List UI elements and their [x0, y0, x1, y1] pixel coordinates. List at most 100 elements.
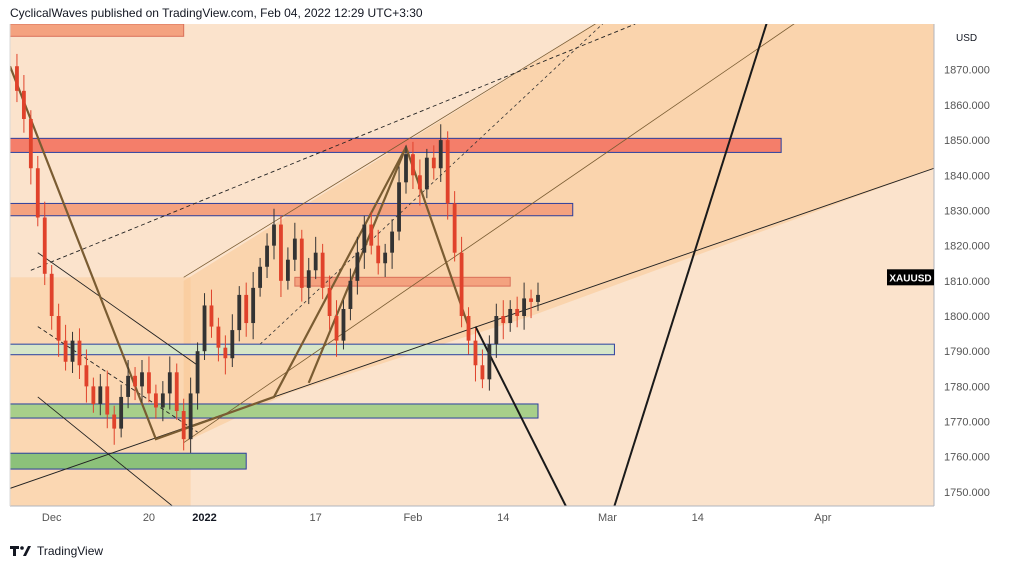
candle-body[interactable]	[320, 252, 325, 288]
candle-body[interactable]	[105, 386, 110, 415]
candle-body[interactable]	[529, 298, 533, 302]
candle-body[interactable]	[376, 245, 381, 264]
candle-body[interactable]	[272, 224, 276, 246]
channel-lower-line[interactable]	[183, 24, 830, 444]
chart-svg[interactable]: USD 1870.000 1860.000 1850.000 1840.000 1830.…	[0, 24, 1000, 534]
candle-body[interactable]	[28, 118, 33, 169]
candle-body[interactable]	[515, 308, 520, 317]
candle-body[interactable]	[404, 154, 408, 183]
candle-body[interactable]	[494, 316, 499, 345]
candle-body[interactable]	[251, 287, 256, 324]
candle-body[interactable]	[341, 308, 346, 341]
candle-body[interactable]	[265, 245, 269, 267]
candle-body[interactable]	[445, 140, 450, 204]
zone-1774[interactable]	[10, 403, 539, 419]
candle-body[interactable]	[209, 305, 214, 327]
down-channel-lower[interactable]	[37, 396, 177, 510]
chart-container[interactable]: USD 1870.000 1860.000 1850.000 1840.000 1830.…	[0, 24, 1000, 534]
candle-body[interactable]	[49, 273, 54, 317]
tradingview-footer[interactable]: TradingView	[10, 542, 103, 560]
plot-area[interactable]	[10, 24, 934, 510]
publish-header: CyclicalWaves published on TradingView.c…	[10, 6, 423, 20]
candle-body[interactable]	[411, 154, 415, 176]
candle-body[interactable]	[167, 372, 172, 394]
projection-up-line[interactable]	[613, 24, 774, 506]
candle-body[interactable]	[223, 347, 228, 359]
dashed-trend-upper[interactable]	[30, 24, 636, 271]
candle-body[interactable]	[15, 66, 19, 91]
candle-body[interactable]	[397, 182, 401, 232]
candle-body[interactable]	[466, 316, 471, 341]
wave-path[interactable]	[10, 65, 470, 441]
candle-body[interactable]	[21, 90, 26, 119]
candle-body[interactable]	[285, 259, 290, 281]
candle-body[interactable]	[174, 372, 179, 412]
candle-body[interactable]	[292, 238, 297, 260]
zone-1791[interactable]	[10, 343, 615, 356]
x-tick-label: Feb	[403, 512, 422, 524]
candle-body[interactable]	[327, 287, 332, 317]
zone-1882[interactable]	[10, 24, 185, 37]
candle-body[interactable]	[160, 393, 165, 408]
candle-body[interactable]	[459, 252, 464, 317]
candle-body[interactable]	[362, 224, 367, 253]
candle-body[interactable]	[438, 140, 443, 169]
candle-body[interactable]	[313, 252, 318, 271]
candle-body[interactable]	[244, 294, 249, 324]
candle-body[interactable]	[369, 224, 374, 246]
price-label-box[interactable]	[887, 269, 934, 286]
zone-1810[interactable]	[294, 276, 511, 287]
candle-body[interactable]	[126, 375, 131, 397]
candle-body[interactable]	[279, 224, 283, 281]
candle-body[interactable]	[140, 372, 144, 387]
candle-body[interactable]	[334, 316, 339, 341]
candle-body[interactable]	[188, 393, 193, 440]
candle-body[interactable]	[473, 340, 478, 366]
candle-body[interactable]	[487, 344, 492, 380]
candle-body[interactable]	[112, 414, 117, 429]
candle-body[interactable]	[181, 411, 186, 440]
down-channel-upper[interactable]	[37, 252, 198, 366]
x-tick-label: Dec	[42, 512, 62, 524]
zone-1850[interactable]	[10, 137, 782, 153]
candle-body[interactable]	[508, 308, 513, 324]
candle-body[interactable]	[299, 238, 304, 288]
candle-body[interactable]	[424, 157, 429, 190]
candle-body[interactable]	[98, 386, 103, 404]
candle-body[interactable]	[77, 340, 82, 366]
candle-body[interactable]	[536, 294, 540, 302]
candle-body[interactable]	[501, 316, 506, 324]
candle-body[interactable]	[355, 252, 360, 281]
candle-body[interactable]	[480, 365, 485, 380]
candle-body[interactable]	[153, 393, 158, 408]
candle-body[interactable]	[258, 266, 263, 288]
candle-body[interactable]	[195, 351, 200, 394]
candle-body[interactable]	[383, 252, 388, 264]
candle-body[interactable]	[306, 270, 311, 288]
zone-1759[interactable]	[10, 452, 247, 470]
candle-body[interactable]	[417, 175, 422, 190]
candle-body[interactable]	[133, 375, 137, 387]
candle-body[interactable]	[216, 326, 221, 348]
candle-body[interactable]	[42, 217, 47, 274]
candle-body[interactable]	[70, 340, 75, 362]
candle-body[interactable]	[452, 203, 457, 253]
candle-body[interactable]	[56, 316, 61, 341]
candle-body[interactable]	[91, 386, 96, 404]
candle-body[interactable]	[390, 231, 395, 253]
candle-body[interactable]	[348, 280, 353, 309]
candle-body[interactable]	[119, 396, 124, 429]
candle-body[interactable]	[147, 372, 151, 394]
candle-body[interactable]	[84, 365, 89, 387]
candle-body[interactable]	[35, 168, 40, 218]
candle-body[interactable]	[237, 294, 242, 331]
axes: USD 1870.000 1860.000 1850.000 1840.000 1830.…	[9, 24, 990, 524]
zone-1830[interactable]	[10, 202, 574, 217]
candle-body[interactable]	[522, 298, 527, 317]
candle-body[interactable]	[431, 157, 436, 169]
candle-body[interactable]	[230, 330, 235, 359]
long-support-line[interactable]	[10, 167, 934, 489]
candle-body[interactable]	[202, 305, 207, 352]
channel-upper-line[interactable]	[183, 24, 636, 278]
candle-body[interactable]	[63, 340, 68, 362]
